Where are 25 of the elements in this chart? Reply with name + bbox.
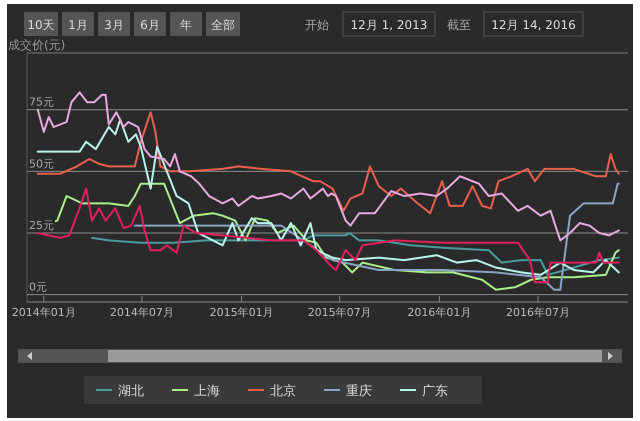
legend-label: 广东 [422,384,448,399]
x-tick-label: 2016年01月 [407,306,472,319]
text: 10天 [27,18,55,32]
text: 截至 [447,18,471,32]
x-tick-label: 2015年07月 [308,306,372,319]
text: 全部 [211,18,235,32]
text: 开始 [305,18,329,32]
text: 6月 [140,18,160,32]
text: 12月 14, 2016 [491,18,576,32]
legend-label: 湖北 [118,384,144,399]
x-tick-label: 2015年01月 [210,306,274,319]
y-axis-title: 成交价(元) [8,38,66,52]
y-tick-label: 0元 [29,280,47,294]
text: 年 [180,18,192,32]
x-tick-label: 2014年07月 [110,306,174,319]
legend-label: 北京 [270,384,296,399]
legend-label: 上海 [194,384,220,399]
legend-label: 重庆 [346,384,372,399]
text: 12月 1, 2013 [350,18,428,32]
y-tick-label: 75元 [29,96,54,109]
x-tick-label: 2014年01月 [12,306,76,319]
text: 1月 [68,18,88,32]
y-tick-label: 50元 [29,157,54,170]
x-tick-label: 2016年07月 [506,306,570,319]
text: 3月 [104,18,124,32]
